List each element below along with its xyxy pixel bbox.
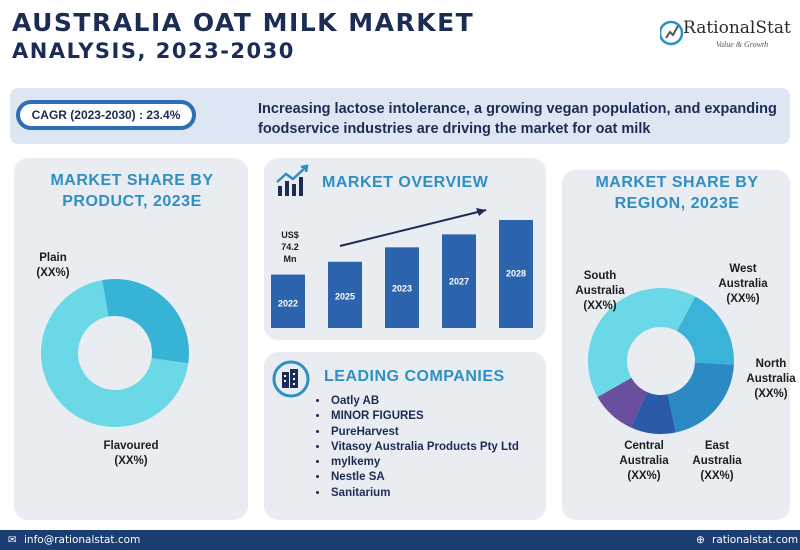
company-item: Oatly AB	[329, 394, 549, 409]
bar-2022	[271, 274, 305, 328]
trend-arrow	[339, 209, 487, 247]
footer-website[interactable]: rationalstat.com	[712, 534, 799, 546]
product-panel-title: MARKET SHARE BY PRODUCT, 2023E	[50, 172, 214, 210]
bar-label-2023: 2023	[392, 284, 412, 294]
companies-list: Oatly AB MINOR FIGURES PureHarvest Vitas…	[316, 394, 549, 501]
cagr-badge: CAGR (2023-2030) : 23.4%	[16, 100, 196, 130]
globe-icon: ⊕	[696, 534, 705, 546]
bar-label-2027: 2027	[449, 277, 469, 287]
bar-label-2028: 2028	[506, 269, 526, 279]
slice-value: (XX%)	[754, 388, 788, 400]
region-label-central: Central Australia (XX%)	[612, 439, 676, 484]
rising-chart-icon	[276, 164, 309, 196]
rationalstat-logo-icon	[660, 20, 684, 46]
region-label-north: North Australia (XX%)	[742, 357, 800, 402]
slice-value: (XX%)	[114, 455, 148, 467]
slice-name: West Australia	[718, 263, 768, 290]
region-panel	[562, 170, 790, 520]
slice-name: Central Australia	[619, 440, 669, 467]
company-item: mylkemy	[329, 455, 549, 470]
slice-value: (XX%)	[36, 267, 70, 279]
title-line-2: ANALYSIS, 2023-2030	[12, 39, 295, 63]
bar-2028	[499, 220, 533, 328]
bar-2027	[442, 234, 476, 328]
slice-name: Flavoured	[103, 440, 159, 452]
mail-icon: ✉	[8, 534, 17, 546]
trend-arrow-head	[476, 208, 486, 216]
footer-bar	[0, 530, 800, 550]
slice-value: (XX%)	[627, 470, 661, 482]
company-item: Nestle SA	[329, 470, 549, 485]
bar-value-annotation: US$ 74.2 Mn	[272, 229, 308, 265]
company-item: PureHarvest	[329, 425, 549, 440]
region-label-south: South Australia (XX%)	[568, 269, 632, 314]
slice-name: East Australia	[692, 440, 742, 467]
company-item: Vitasoy Australia Products Pty Ltd	[329, 440, 549, 455]
page-title: AUSTRALIA OAT MILK MARKET ANALYSIS, 2023…	[12, 8, 474, 66]
bar-2023	[385, 247, 419, 328]
overview-panel-title: MARKET OVERVIEW	[322, 174, 489, 191]
slice-value: (XX%)	[583, 300, 617, 312]
footer-email[interactable]: info@rationalstat.com	[24, 534, 141, 546]
buildings-icon	[272, 360, 310, 398]
company-item: MINOR FIGURES	[329, 409, 549, 424]
slice-value: (XX%)	[700, 470, 734, 482]
region-panel-title: MARKET SHARE BY REGION, 2023E	[595, 174, 759, 212]
product-label-flavoured: Flavoured (XX%)	[96, 439, 166, 469]
companies-panel	[264, 352, 546, 520]
product-label-plain: Plain (XX%)	[22, 251, 84, 281]
company-item: Sanitarium	[329, 486, 549, 501]
slice-name: South Australia	[575, 270, 625, 297]
banner-text: Increasing lactose intolerance, a growin…	[258, 101, 777, 137]
logo-tagline: Value & Growth	[716, 40, 769, 49]
companies-panel-title: LEADING COMPANIES	[324, 368, 505, 385]
region-label-east: East Australia (XX%)	[686, 439, 748, 484]
bar-value-annotation-text: US$ 74.2 Mn	[281, 230, 299, 264]
slice-name: North Australia	[746, 358, 796, 385]
region-label-west: West Australia (XX%)	[712, 262, 774, 307]
title-line-1: AUSTRALIA OAT MILK MARKET	[12, 8, 475, 37]
slice-value: (XX%)	[726, 293, 760, 305]
logo-name: RationalStat	[683, 18, 791, 38]
bar-label-2025: 2025	[335, 292, 355, 302]
slice-name: Plain	[39, 252, 67, 264]
market-overview-bar-chart: 2022 2025 2023 2027 2028	[271, 208, 533, 328]
bar-2025	[328, 261, 362, 328]
bar-label-2022: 2022	[278, 299, 298, 309]
